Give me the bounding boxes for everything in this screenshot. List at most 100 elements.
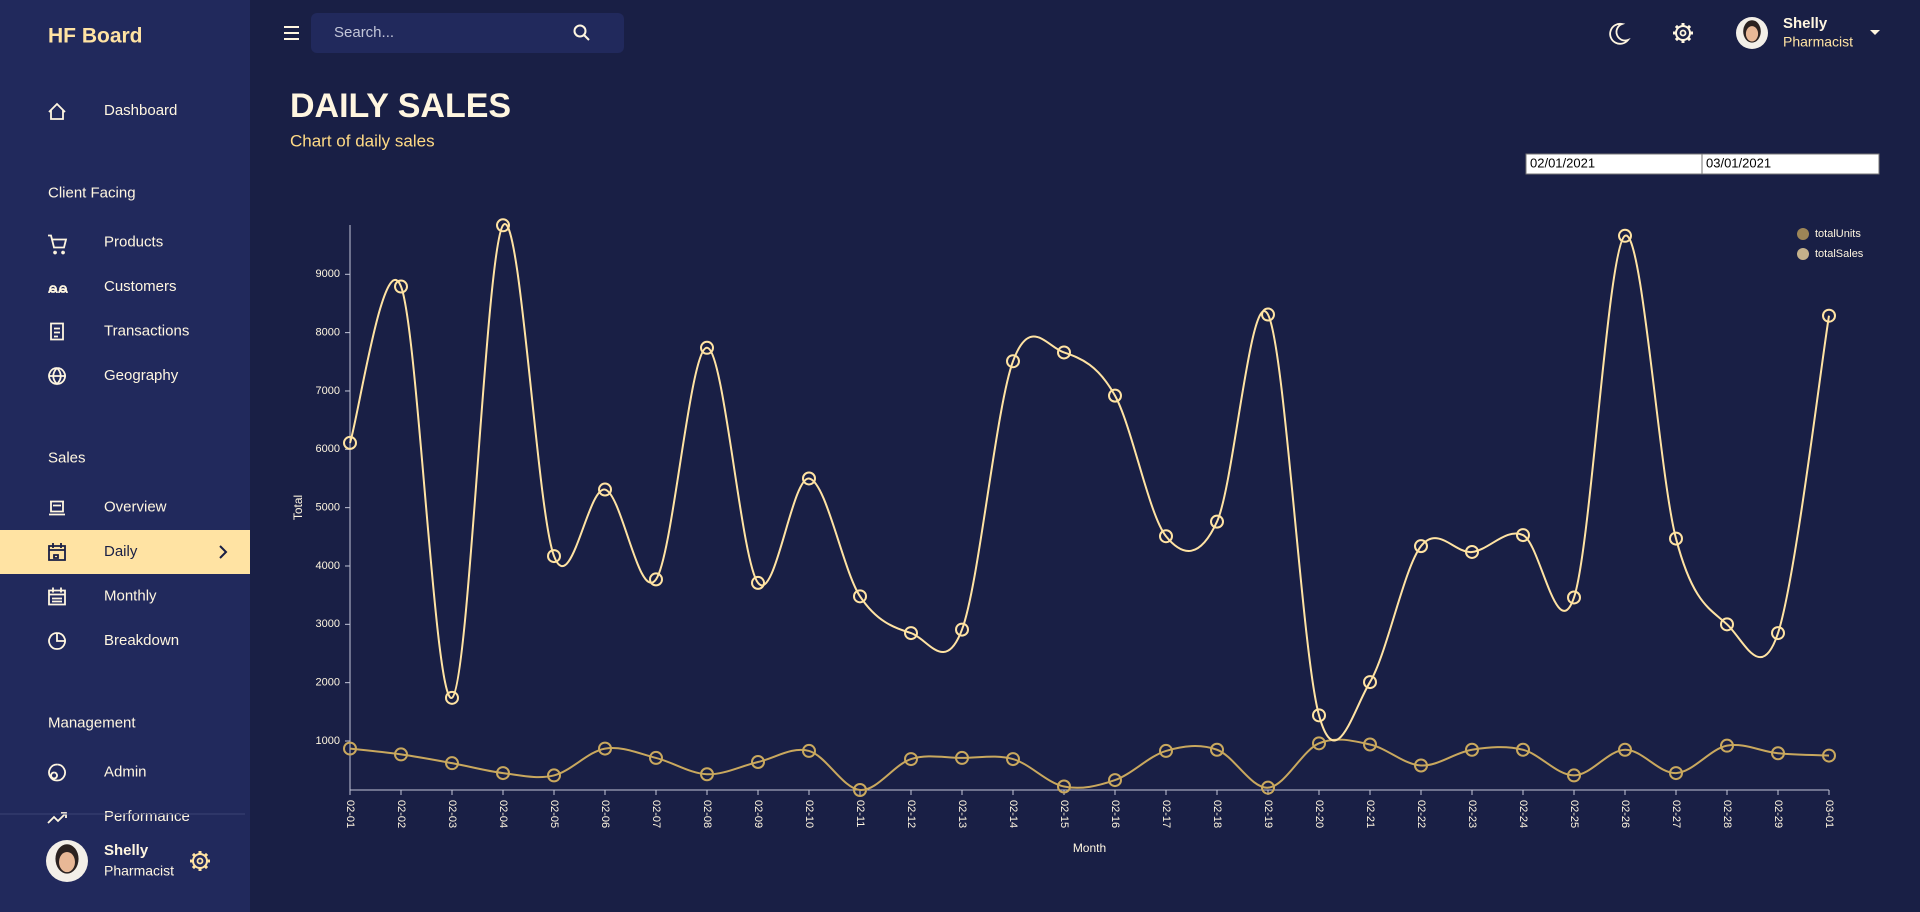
- x-tick-label: 02-06: [599, 800, 611, 828]
- y-tick-label: 2000: [316, 677, 340, 689]
- nav-chevron: [219, 545, 228, 559]
- x-tick-label: 02-23: [1466, 800, 1478, 828]
- data-point: [547, 549, 561, 564]
- data-point: [343, 435, 357, 450]
- data-point: [343, 741, 357, 756]
- data-point: [496, 766, 510, 781]
- gear-tooth: [191, 852, 197, 858]
- data-point: [853, 783, 867, 797]
- nav-item[interactable]: Products: [48, 233, 163, 255]
- series-line: [349, 738, 1830, 792]
- data-point: [445, 690, 459, 705]
- x-tick-label: 02-22: [1415, 800, 1427, 828]
- x-tick-label: 02-13: [956, 800, 968, 828]
- data-point: [1312, 708, 1326, 723]
- nav-item[interactable]: Performance: [47, 808, 190, 825]
- date-picker[interactable]: 03/01/2021: [1701, 153, 1880, 175]
- avatar: [1736, 17, 1768, 49]
- x-tick-label: 02-04: [497, 800, 509, 828]
- avatar: [46, 840, 88, 882]
- gear-tooth: [203, 864, 209, 870]
- x-tick-label: 02-27: [1670, 800, 1682, 828]
- data-point: [955, 750, 969, 765]
- nav-label: Performance: [104, 808, 190, 825]
- user-name: Shelly: [1783, 15, 1828, 32]
- nav-item[interactable]: Dashboard: [48, 102, 177, 120]
- user-name: Shelly: [104, 842, 149, 859]
- legend-label: totalSales: [1815, 248, 1864, 260]
- data-point: [1108, 773, 1122, 788]
- search-box[interactable]: Search...: [311, 13, 624, 53]
- legend-label: totalUnits: [1815, 228, 1861, 240]
- sidebar-settings-button[interactable]: [190, 851, 210, 871]
- menu-button[interactable]: [284, 26, 299, 40]
- data-point: [1720, 738, 1734, 753]
- legend-swatch: [1797, 248, 1809, 260]
- x-tick-label: 02-10: [803, 800, 815, 828]
- data-point: [1159, 743, 1173, 758]
- data-point: [1669, 531, 1683, 546]
- nav-item[interactable]: Customers: [48, 278, 177, 295]
- nav-item[interactable]: Geography: [48, 367, 179, 386]
- nav-item[interactable]: Monthly: [48, 587, 157, 606]
- legend-item[interactable]: totalUnits: [1797, 228, 1861, 240]
- dark-mode-toggle[interactable]: [1609, 22, 1631, 45]
- data-point: [853, 589, 867, 604]
- legend-item[interactable]: totalSales: [1797, 248, 1864, 260]
- data-point: [1006, 752, 1020, 767]
- nav-item[interactable]: Admin: [48, 763, 147, 782]
- data-point: [1363, 737, 1377, 752]
- nav-label: Transactions: [104, 322, 189, 339]
- y-tick-label: 6000: [316, 443, 340, 455]
- data-point: [547, 768, 561, 783]
- search-icon: [573, 24, 587, 38]
- data-point: [496, 218, 510, 233]
- data-point: [1567, 590, 1581, 605]
- nav-item[interactable]: Breakdown: [48, 632, 179, 650]
- nav-icon: [47, 812, 67, 824]
- data-point: [1720, 617, 1734, 632]
- data-point: [1312, 736, 1326, 751]
- gear-hub: [196, 857, 204, 865]
- nav-item-highlight: [0, 530, 250, 574]
- data-point: [1261, 780, 1275, 795]
- gear-tooth: [1674, 24, 1680, 30]
- data-point: [1567, 768, 1581, 783]
- y-tick-label: 7000: [316, 385, 340, 397]
- nav-label: Daily: [104, 543, 138, 560]
- data-point: [394, 747, 408, 762]
- settings-button[interactable]: [1673, 23, 1693, 43]
- data-point: [955, 622, 969, 637]
- y-tick-label: 5000: [316, 502, 340, 514]
- data-point: [1822, 748, 1836, 763]
- avatar-face: [1745, 26, 1759, 42]
- data-point: [1210, 514, 1224, 529]
- nav-icon: [48, 587, 66, 606]
- gear-hub: [1679, 29, 1687, 37]
- data-point: [1414, 539, 1428, 554]
- nav-item[interactable]: Daily: [0, 530, 250, 574]
- x-tick-label: 02-11: [854, 800, 866, 827]
- data-point: [598, 741, 612, 756]
- data-point: [1159, 529, 1173, 544]
- data-point: [700, 340, 714, 355]
- x-tick-label: 02-26: [1619, 800, 1631, 828]
- search-field: [311, 13, 624, 53]
- nav-icon: [48, 367, 66, 386]
- x-tick-label: 02-09: [752, 800, 764, 828]
- nav-item[interactable]: Overview: [49, 498, 167, 515]
- x-tick-label: 02-15: [1058, 800, 1070, 828]
- y-tick-label: 9000: [316, 268, 340, 280]
- search-placeholder: Search...: [334, 24, 394, 41]
- data-point: [1822, 308, 1836, 323]
- gear-tooth: [191, 864, 197, 870]
- nav-item[interactable]: Transactions: [50, 322, 189, 341]
- user-menu-dropdown[interactable]: [1870, 30, 1880, 35]
- data-point: [1771, 626, 1785, 641]
- nav-label: Products: [104, 233, 163, 250]
- nav-label: Geography: [104, 367, 179, 384]
- date-picker[interactable]: 02/01/2021: [1525, 153, 1704, 175]
